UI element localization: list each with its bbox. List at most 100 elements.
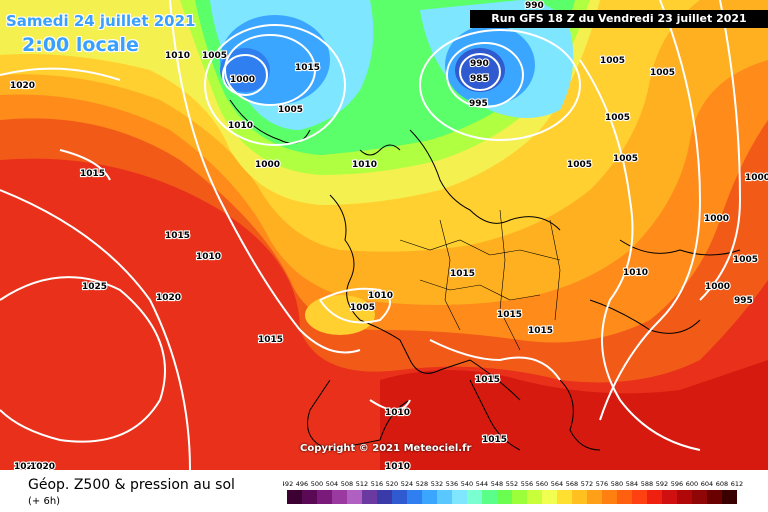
isobar-label: 1015 [528,326,553,336]
scale-swatch [707,490,722,504]
isobar-label: 1020 [10,81,35,91]
scale-swatch [587,490,602,504]
scale-tick-label: 544 [476,480,488,488]
scale-swatch [602,490,617,504]
isobar-label: 1010 [368,291,393,301]
isobar-label: 1000 [255,160,280,170]
isobar-label: 990 [525,1,544,11]
scale-swatch [647,490,662,504]
country-borders [399,209,561,351]
scale-tick-label: 516 [371,480,383,488]
isobar-labels: 1005 1010 1020 1000 1015 1005 1010 1000 … [9,0,768,470]
scale-swatch [317,490,332,504]
scale-swatch [422,490,437,504]
isobar-label: 1005 [202,51,227,61]
isobars [0,0,742,470]
isobar-label: 1010 [352,160,377,170]
isobar-label: 1000 [704,214,729,224]
scale-tick-label: 600 [686,480,698,488]
scale-tick-label: 528 [416,480,428,488]
map-title: Géop. Z500 & pression au sol [28,477,235,493]
isobar-label: 1015 [165,231,190,241]
scale-swatch [467,490,482,504]
isobar-label: 1015 [258,335,283,345]
scale-tick-label: 552 [506,480,518,488]
scale-swatch [557,490,572,504]
scale-tick-label: 492 [283,480,293,488]
scale-tick-label: 612 [731,480,743,488]
color-scale: 4924965005045085125165205245285325365405… [283,480,743,504]
scale-swatch [527,490,542,504]
isobar-label: 1020 [156,293,181,303]
scale-swatch [677,490,692,504]
scale-swatch [377,490,392,504]
isobar-label: 995 [734,296,753,306]
scale-tick-label: 592 [656,480,668,488]
isobar-label: 1005 [733,255,758,265]
forecast-local-time: 2:00 locale [22,34,139,56]
scale-tick-label: 496 [296,480,308,488]
isobar-label: 1005 [600,56,625,66]
scale-tick-label: 540 [461,480,473,488]
isobar-label: 1010 [623,268,648,278]
isobar-label: 1000 [230,75,255,85]
scale-tick-label: 508 [341,480,353,488]
scale-tick-label: 524 [401,480,413,488]
scale-tick-label: 604 [701,480,713,488]
isobar-label: 1015 [295,63,320,73]
scale-tick-label: 536 [446,480,458,488]
scale-swatch [617,490,632,504]
scale-tick-label: 512 [356,480,368,488]
scale-swatch [542,490,557,504]
scale-tick-label: 532 [431,480,443,488]
copyright-notice: Copyright © 2021 Meteociel.fr [300,443,472,454]
scale-swatch [437,490,452,504]
scale-tick-label: 568 [566,480,578,488]
isobar-label: 1010 [228,121,253,131]
scale-swatch [662,490,677,504]
scale-tick-label: 572 [581,480,593,488]
isobar-label: 985 [470,74,489,84]
scale-tick-label: 556 [521,480,533,488]
scale-tick-label: 500 [311,480,323,488]
isobar-label: 1015 [497,310,522,320]
scale-swatch [452,490,467,504]
isobar-label: 1010 [196,252,221,262]
scale-swatch [407,490,422,504]
isobar-label: 1005 [350,303,375,313]
isobar-label: 1005 [613,154,638,164]
scale-swatch [392,490,407,504]
isobar-label: 1000 [745,173,768,183]
isobar-label: 990 [470,59,489,69]
isobar-label: 1005 [605,113,630,123]
scale-tick-label: 608 [716,480,728,488]
scale-swatch [692,490,707,504]
scale-tick-label: 588 [641,480,653,488]
isobar-label: 1025 [82,282,107,292]
run-info: Run GFS 18 Z du Vendredi 23 juillet 2021 [470,10,768,28]
isobar-label: 1000 [705,282,730,292]
scale-swatch [512,490,527,504]
scale-swatch [497,490,512,504]
isobar-label: 1005 [650,68,675,78]
isobar-label: 1010 [385,408,410,418]
isobar-label: 1020 [30,462,55,470]
isobar-label: 995 [469,99,488,109]
scale-tick-label: 560 [536,480,548,488]
scale-tick-label: 576 [596,480,608,488]
isobar-label: 1020 [14,462,39,470]
scale-tick-label: 520 [386,480,398,488]
scale-swatch [332,490,347,504]
forecast-offset: (+ 6h) [28,496,61,507]
forecast-map: 1005 1010 1020 1000 1015 1005 1010 1000 … [0,0,768,470]
scale-tick-label: 504 [326,480,338,488]
scale-swatch [362,490,377,504]
scale-swatch [632,490,647,504]
scale-swatch [287,490,302,504]
forecast-date: Samedi 24 juillet 2021 [6,12,196,30]
scale-swatch [572,490,587,504]
isobar-label: 1015 [80,169,105,179]
scale-swatch [302,490,317,504]
isobar-label: 1015 [482,435,507,445]
scale-tick-label: 548 [491,480,503,488]
